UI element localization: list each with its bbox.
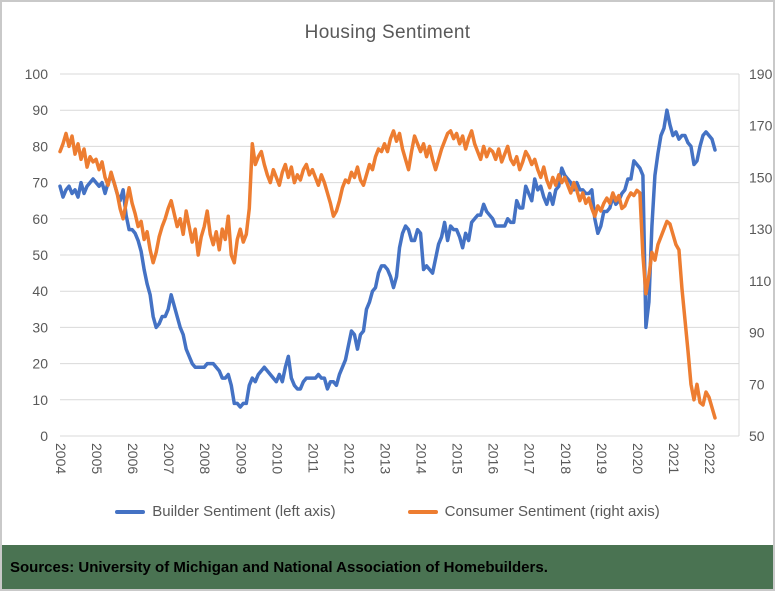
svg-text:50: 50 [32,247,48,263]
svg-text:10: 10 [32,392,48,408]
gridlines [60,73,740,437]
svg-text:2007: 2007 [161,443,177,474]
svg-text:2014: 2014 [414,443,430,474]
chart-legend: Builder Sentiment (left axis) Consumer S… [2,503,773,520]
left-axis-labels: 0 10 20 30 40 50 60 70 80 90 100 [25,66,49,444]
svg-text:2021: 2021 [666,443,682,474]
svg-text:190: 190 [749,66,773,82]
chart-plot-area: 0 10 20 30 40 50 60 70 80 90 100 50 70 90 110 130 150 170… [25,66,773,474]
legend-label-consumer: Consumer Sentiment (right axis) [444,503,660,520]
svg-text:60: 60 [32,211,48,227]
svg-text:100: 100 [25,66,49,82]
consumer-line-swatch [407,509,438,514]
svg-text:170: 170 [749,118,773,134]
svg-text:2006: 2006 [125,443,141,474]
right-axis-labels: 50 70 90 110 130 150 170 190 [749,66,773,444]
svg-text:2017: 2017 [522,443,538,474]
svg-text:2018: 2018 [558,443,574,474]
svg-text:2016: 2016 [486,443,502,474]
source-bar: Sources: University of Michigan and Nati… [2,545,773,589]
svg-text:110: 110 [749,273,772,289]
svg-text:2012: 2012 [341,443,357,474]
svg-text:2008: 2008 [197,443,213,474]
x-axis-labels: 2004 2005 2006 2007 2008 2009 2010 2011 2012 2013… [53,443,718,474]
svg-text:2022: 2022 [702,443,718,474]
svg-text:2015: 2015 [450,443,466,474]
svg-text:150: 150 [749,169,773,185]
legend-item-consumer: Consumer Sentiment (right axis) [407,503,660,520]
svg-text:70: 70 [749,376,765,392]
builder-line-swatch [115,509,146,514]
svg-text:30: 30 [32,319,48,335]
source-note: Sources: University of Michigan and Nati… [10,558,548,576]
legend-item-builder: Builder Sentiment (left axis) [115,503,336,520]
svg-text:2013: 2013 [378,443,394,474]
svg-text:2009: 2009 [233,443,249,474]
svg-text:0: 0 [40,428,48,444]
svg-text:50: 50 [749,428,765,444]
svg-text:130: 130 [749,221,773,237]
svg-text:20: 20 [32,356,48,372]
svg-text:2011: 2011 [305,443,321,473]
svg-text:80: 80 [32,138,48,154]
consumer-sentiment-line [58,129,717,420]
svg-text:2020: 2020 [630,443,646,474]
svg-text:2005: 2005 [89,443,105,474]
builder-sentiment-line [58,108,717,409]
svg-text:40: 40 [32,283,48,299]
svg-text:90: 90 [749,325,765,341]
svg-text:90: 90 [32,102,48,118]
svg-text:70: 70 [32,175,48,191]
svg-text:2019: 2019 [594,443,610,474]
svg-text:2010: 2010 [269,443,285,474]
chart-title: Housing Sentiment [304,22,471,43]
svg-text:2004: 2004 [53,443,69,474]
legend-label-builder: Builder Sentiment (left axis) [152,503,336,520]
